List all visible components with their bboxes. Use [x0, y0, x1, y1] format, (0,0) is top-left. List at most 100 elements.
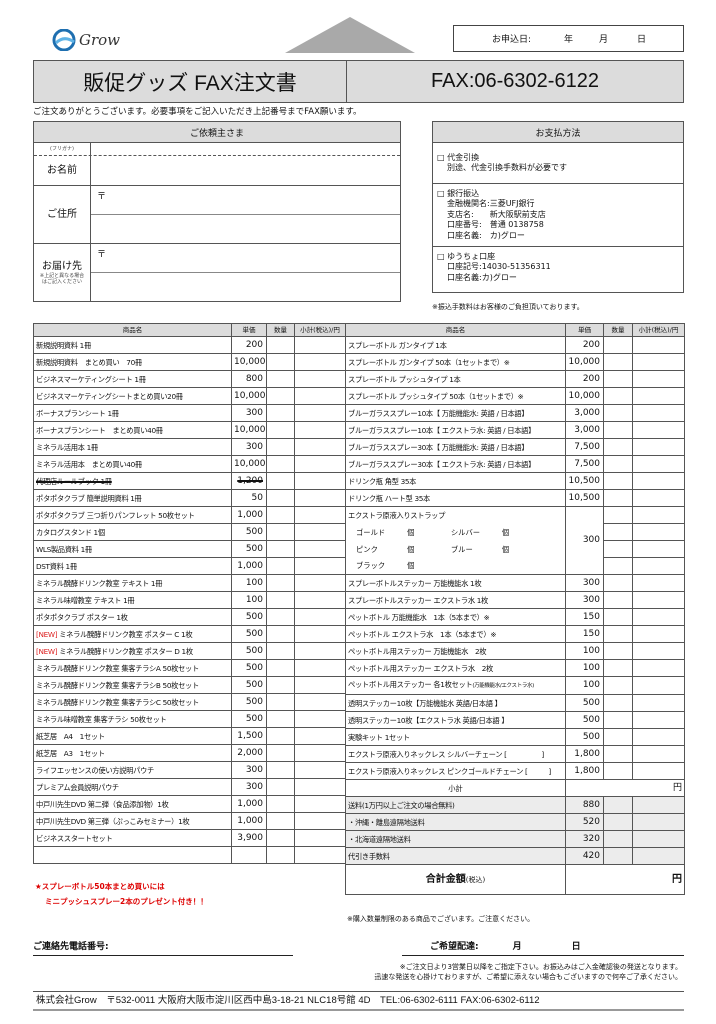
subtotal-cell[interactable]	[632, 608, 685, 626]
qty-cell[interactable]	[266, 455, 295, 473]
subtotal-cell[interactable]	[632, 711, 685, 729]
qty-cell[interactable]	[266, 336, 295, 354]
subtotal-cell[interactable]	[294, 472, 346, 490]
qty-cell[interactable]	[266, 778, 295, 796]
address-field[interactable]	[91, 215, 400, 243]
subtotal-cell[interactable]	[294, 387, 346, 405]
subtotal-cell[interactable]	[632, 523, 685, 541]
subtotal-cell[interactable]	[632, 387, 685, 405]
qty-cell[interactable]	[603, 676, 633, 695]
qty-cell[interactable]	[603, 557, 633, 575]
subtotal-cell[interactable]	[294, 778, 346, 796]
qty-cell[interactable]	[266, 353, 295, 371]
subtotal-cell[interactable]	[632, 574, 685, 592]
subtotal-cell[interactable]	[632, 625, 685, 643]
qty-cell[interactable]	[266, 472, 295, 490]
qty-cell[interactable]	[266, 727, 295, 745]
contact-phone-field[interactable]: ご連絡先電話番号:	[33, 940, 293, 956]
qty-cell[interactable]	[266, 421, 295, 439]
subtotal-cell[interactable]	[632, 455, 685, 473]
qty-cell[interactable]	[266, 387, 295, 405]
subtotal-cell[interactable]	[294, 795, 346, 813]
payment-bank[interactable]: □ 銀行振込 金融機関名:三菱UFJ銀行 支店名: 新大阪駅前支店 口座番号: …	[433, 184, 683, 247]
subtotal-cell[interactable]	[632, 353, 685, 371]
subtotal-cell[interactable]	[632, 847, 685, 865]
subtotal-cell[interactable]	[294, 829, 346, 847]
subtotal-cell[interactable]	[632, 796, 685, 814]
qty-cell[interactable]	[603, 659, 633, 677]
qty-cell[interactable]	[266, 591, 295, 609]
subtotal-cell[interactable]	[294, 625, 346, 643]
qty-cell[interactable]	[603, 694, 633, 712]
strap-colors[interactable]: ピンク 個 ブルー 個	[345, 540, 566, 558]
qty-cell[interactable]	[266, 370, 295, 388]
qty-cell[interactable]	[603, 813, 633, 831]
qty-cell[interactable]	[603, 387, 633, 405]
subtotal-cell[interactable]	[632, 540, 685, 558]
qty-cell[interactable]	[603, 642, 633, 660]
qty-cell[interactable]	[603, 796, 633, 814]
strap-colors[interactable]: ブラック 個	[345, 557, 566, 575]
qty-cell[interactable]	[603, 438, 633, 456]
qty-cell[interactable]	[266, 523, 295, 541]
qty-cell[interactable]	[603, 762, 633, 780]
subtotal-cell[interactable]	[632, 472, 685, 490]
payment-postal[interactable]: □ ゆうちょ口座 口座記号:14030-51356311 口座名義:カ)グロー	[433, 247, 683, 292]
subtotal-cell[interactable]	[294, 353, 346, 371]
postal-checkbox[interactable]: □ ゆうちょ口座	[437, 252, 496, 261]
qty-cell[interactable]	[603, 608, 633, 626]
subtotal-cell[interactable]	[294, 642, 346, 660]
qty-cell[interactable]	[603, 455, 633, 473]
qty-cell[interactable]	[603, 625, 633, 643]
qty-cell[interactable]	[603, 421, 633, 439]
delivery-address-field[interactable]	[91, 273, 400, 301]
subtotal-cell[interactable]	[294, 659, 346, 677]
subtotal-cell[interactable]	[632, 336, 685, 354]
subtotal-cell[interactable]	[632, 489, 685, 507]
subtotal-cell[interactable]	[294, 676, 346, 694]
payment-cod[interactable]: □ 代金引換 別途、代金引換手数料が必要です	[433, 143, 683, 184]
subtotal-cell[interactable]	[632, 404, 685, 422]
qty-cell[interactable]	[603, 745, 633, 763]
subtotal-cell[interactable]	[632, 438, 685, 456]
subtotal-cell[interactable]	[294, 336, 346, 354]
subtotal-cell[interactable]	[294, 506, 346, 524]
qty-cell[interactable]	[266, 506, 295, 524]
subtotal-cell[interactable]	[632, 745, 685, 763]
qty-cell[interactable]	[266, 404, 295, 422]
address-postal-field[interactable]: 〒	[91, 186, 400, 215]
subtotal-value[interactable]: 円	[565, 779, 685, 797]
name-field[interactable]	[91, 156, 400, 185]
qty-cell[interactable]	[603, 404, 633, 422]
subtotal-cell[interactable]	[294, 540, 346, 558]
qty-cell[interactable]	[603, 847, 633, 865]
qty-cell[interactable]	[266, 795, 295, 813]
subtotal-cell[interactable]	[632, 694, 685, 712]
subtotal-cell[interactable]	[632, 830, 685, 848]
qty-cell[interactable]	[266, 625, 295, 643]
qty-cell[interactable]	[603, 472, 633, 490]
subtotal-cell[interactable]	[632, 676, 685, 695]
qty-cell[interactable]	[266, 812, 295, 830]
delivery-postal-field[interactable]: 〒	[91, 244, 400, 273]
qty-cell[interactable]	[603, 830, 633, 848]
qty-cell[interactable]	[266, 574, 295, 592]
subtotal-cell[interactable]	[294, 761, 346, 779]
strap-colors[interactable]: ゴールド 個 シルバー 個	[345, 523, 566, 541]
qty-cell[interactable]	[603, 506, 633, 524]
subtotal-cell[interactable]	[294, 523, 346, 541]
qty-cell[interactable]	[266, 846, 295, 864]
subtotal-cell[interactable]	[632, 421, 685, 439]
qty-cell[interactable]	[603, 489, 633, 507]
subtotal-cell[interactable]	[632, 659, 685, 677]
subtotal-cell[interactable]	[294, 608, 346, 626]
qty-cell[interactable]	[266, 489, 295, 507]
qty-cell[interactable]	[603, 370, 633, 388]
subtotal-cell[interactable]	[294, 455, 346, 473]
qty-cell[interactable]	[266, 659, 295, 677]
qty-cell[interactable]	[266, 710, 295, 728]
subtotal-cell[interactable]	[632, 591, 685, 609]
delivery-date-field[interactable]: ご希望配達: 月 日	[402, 940, 684, 956]
subtotal-cell[interactable]	[294, 404, 346, 422]
qty-cell[interactable]	[266, 744, 295, 762]
